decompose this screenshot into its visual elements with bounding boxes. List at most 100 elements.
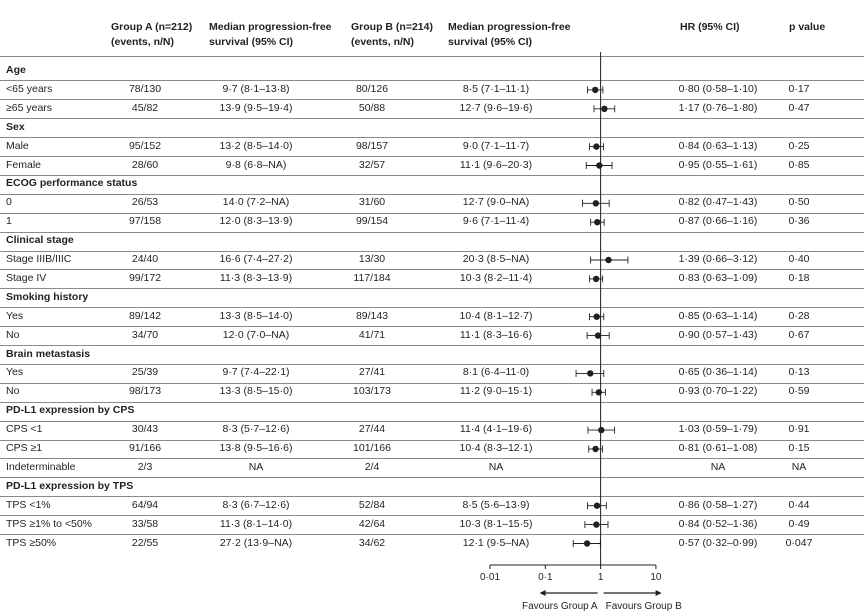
group-b-median-pfs: 10·3 (8·1–15·5) [459, 517, 533, 530]
p-value: 0·18 [788, 271, 810, 284]
p-value: 0·85 [788, 158, 810, 171]
hr-point [592, 86, 599, 94]
subgroup-label: Yes [6, 366, 24, 379]
x-tick-label: 1 [598, 572, 604, 583]
row-separator [0, 156, 864, 157]
header-hr: HR (95% CI) [680, 21, 740, 33]
group-a-events: 64/94 [131, 498, 159, 511]
group-a-median-pfs: 9·7 (7·4–22·1) [222, 366, 290, 379]
subgroup-label: Yes [6, 309, 24, 322]
group-a-events: 99/172 [128, 271, 162, 284]
subgroup-label: Male [6, 139, 29, 152]
group-b-events: 27/41 [358, 366, 386, 379]
group-a-median-pfs: 13·3 (8·5–14·0) [219, 309, 293, 322]
section-heading: PD-L1 expression by TPS [6, 479, 134, 492]
subgroup-label: TPS <1% [6, 498, 51, 511]
hr-point-group [587, 426, 616, 434]
header-mpfs-b: Median progression-free [448, 21, 571, 33]
group-b-events: 31/60 [358, 196, 386, 209]
row-separator [0, 251, 864, 252]
group-a-median-pfs: NA [248, 460, 264, 473]
row-separator [0, 194, 864, 195]
section-heading: PD-L1 expression by CPS [6, 404, 135, 417]
group-a-events: 30/43 [131, 423, 159, 436]
p-value: 0·25 [788, 139, 810, 152]
group-a-median-pfs: 11·3 (8·3–13·9) [219, 271, 293, 284]
header-mpfs-a: Median progression-free [209, 21, 332, 33]
group-b-median-pfs: NA [488, 460, 504, 473]
group-b-events: 13/30 [358, 253, 386, 265]
group-a-events: 24/40 [131, 253, 159, 265]
hr-point [594, 219, 601, 226]
subgroup-label: CPS ≥1 [6, 442, 43, 454]
group-b-median-pfs: 12·7 (9·0–NA) [462, 196, 530, 209]
group-b-events: 98/157 [355, 139, 389, 152]
row-separator [0, 288, 864, 289]
hr-point [605, 256, 612, 264]
hazard-ratio: 0·81 (0·61–1·08) [678, 442, 758, 454]
group-b-median-pfs: 11·1 (9·6–20·3) [459, 158, 533, 171]
group-b-median-pfs: 8·5 (5·6–13·9) [462, 498, 530, 511]
group-b-median-pfs: 8·5 (7·1–11·1) [462, 82, 530, 95]
group-a-events: 95/152 [128, 139, 162, 152]
group-a-events: 26/53 [131, 196, 159, 209]
subgroup-label: Stage IV [6, 271, 47, 284]
hr-point [592, 275, 600, 283]
x-tick-label: 10 [650, 572, 662, 583]
subgroup-label: No [6, 385, 20, 398]
group-a-median-pfs: 27·2 (13·9–NA) [219, 536, 293, 549]
group-b-events: 42/64 [358, 517, 386, 530]
hr-point [593, 313, 600, 320]
subgroup-label: Stage IIIB/IIIC [6, 253, 72, 265]
hr-point-group [590, 218, 605, 226]
group-b-median-pfs: 12·1 (9·5–NA) [462, 536, 530, 549]
group-b-median-pfs: 9·0 (7·1–11·7) [462, 139, 530, 152]
group-a-events: 22/55 [131, 536, 159, 549]
p-value: 0·17 [788, 82, 810, 95]
hr-point [593, 521, 600, 528]
subgroup-label: TPS ≥1% to <50% [6, 517, 93, 530]
group-b-events: 41/71 [358, 328, 386, 341]
row-separator [0, 477, 864, 478]
p-value: 0·40 [788, 253, 810, 265]
group-a-events: 91/166 [128, 442, 162, 454]
arrow-head [539, 590, 546, 596]
hr-point [598, 426, 605, 434]
favours-group-a-label: Favours Group A [522, 601, 598, 612]
group-a-median-pfs: 8·3 (6·7–12·6) [222, 498, 290, 511]
x-tick-label: 0·01 [480, 572, 500, 583]
group-a-median-pfs: 11·3 (8·1–14·0) [219, 517, 293, 530]
group-a-events: 2/3 [137, 460, 153, 473]
group-b-events: 34/62 [358, 536, 386, 549]
header-group-a: Group A (n=212) [111, 21, 193, 33]
row-separator [0, 364, 864, 365]
group-a-events: 33/58 [131, 517, 159, 530]
group-b-events: 80/126 [355, 82, 389, 95]
group-a-events: 28/60 [131, 158, 159, 171]
hr-point [593, 502, 601, 509]
row-separator [0, 440, 864, 441]
p-value: NA [791, 460, 807, 473]
row-separator [0, 345, 864, 346]
header-p-value: p value [789, 21, 826, 33]
hazard-ratio: 1·39 (0·66–3·12) [678, 253, 758, 265]
hazard-ratio: 0·86 (0·58–1·27) [678, 498, 758, 511]
group-b-median-pfs: 8·1 (6·4–11·0) [462, 366, 530, 379]
header-rule [0, 56, 864, 57]
group-a-median-pfs: 12·0 (8·3–13·9) [219, 215, 293, 228]
hr-point-group [572, 540, 601, 547]
group-b-median-pfs: 10·4 (8·1–12·7) [459, 309, 533, 322]
group-b-events: 101/166 [353, 442, 391, 454]
hazard-ratio: 0·84 (0·52–1·36) [678, 517, 758, 530]
group-b-median-pfs: 11·1 (8·3–16·6) [459, 328, 533, 341]
subgroup-label: Indeterminable [6, 460, 76, 473]
subgroup-label: TPS ≥50% [6, 536, 57, 549]
row-separator [0, 118, 864, 119]
row-separator [0, 421, 864, 422]
row-separator [0, 137, 864, 138]
hazard-ratio: 0·82 (0·47–1·43) [678, 196, 758, 209]
group-a-events: 97/158 [128, 215, 162, 228]
hr-point-group [589, 143, 604, 151]
hazard-ratio: 0·90 (0·57–1·43) [678, 328, 758, 341]
